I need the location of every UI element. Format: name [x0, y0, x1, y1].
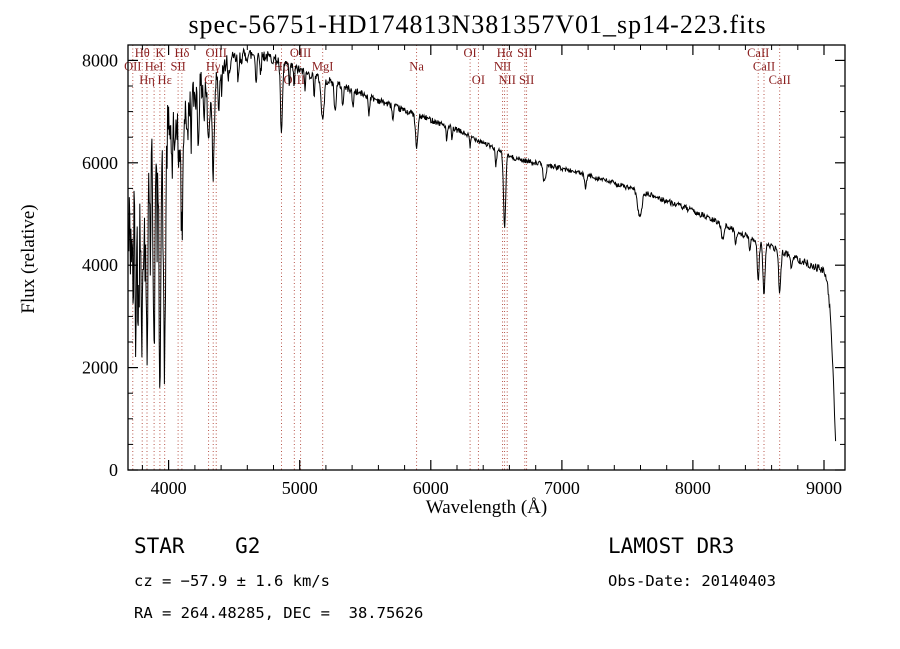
spectrum-trace	[128, 47, 837, 442]
spectral-line-label: SII	[517, 46, 532, 60]
x-tick-label: 4000	[151, 478, 187, 498]
ra-dec-text: RA = 264.48285, DEC = 38.75626	[134, 604, 424, 622]
spectral-line-label: Hγ	[206, 60, 221, 74]
spectral-line-label: SII	[170, 60, 185, 74]
x-tick-label: 8000	[675, 478, 711, 498]
spectral-line-label: MgI	[312, 60, 334, 74]
spectral-line-label: OII	[124, 60, 141, 74]
spectral-line-label: G	[204, 73, 213, 87]
spectral-line-label: Hθ	[135, 46, 150, 60]
y-axis-label: Flux (relative)	[18, 204, 39, 314]
spectral-line-label: CaII	[753, 60, 775, 74]
obs-date-text: Obs-Date: 20140403	[608, 572, 776, 590]
y-tick-label: 2000	[82, 358, 118, 378]
y-tick-label: 0	[109, 460, 118, 480]
spectral-line-label: Hε	[158, 73, 172, 87]
survey-name-text: LAMOST DR3	[608, 534, 735, 558]
spectral-line-label: CaII	[769, 73, 791, 87]
spectral-line-label: SII	[519, 73, 534, 87]
spectral-line-label: NII	[494, 60, 511, 74]
chart-title: spec-56751-HD174813N381357V01_sp14-223.f…	[188, 10, 767, 39]
spectral-line-label: OI	[472, 73, 485, 87]
spectral-line-label: OI	[463, 46, 476, 60]
spectral-line-label: Hη	[139, 73, 155, 87]
spectral-line-label: K	[155, 46, 164, 60]
x-tick-label: 5000	[282, 478, 318, 498]
spectral-line-label: Na	[409, 60, 424, 74]
x-tick-label: 9000	[806, 478, 842, 498]
y-tick-label: 8000	[82, 50, 118, 70]
spectral-line-label: Hδ	[174, 46, 189, 60]
x-tick-label: 7000	[544, 478, 580, 498]
y-tick-label: 4000	[82, 255, 118, 275]
x-axis-label: Wavelength (Å)	[425, 497, 548, 518]
spectral-line-label: HeI	[145, 60, 164, 74]
spectral-line-label: OIII	[290, 46, 312, 60]
y-tick-label: 6000	[82, 153, 118, 173]
spectral-line-label: OIII	[205, 46, 227, 60]
x-tick-label: 6000	[413, 478, 449, 498]
spectral-line-label: Hα	[497, 46, 513, 60]
spectral-line-label: CaII	[747, 46, 769, 60]
spectral-line-label: NII	[499, 73, 516, 87]
object-class-text: STAR G2	[134, 534, 261, 558]
plot-frame	[127, 44, 846, 471]
radial-velocity-text: cz = −57.9 ± 1.6 km/s	[134, 572, 330, 590]
